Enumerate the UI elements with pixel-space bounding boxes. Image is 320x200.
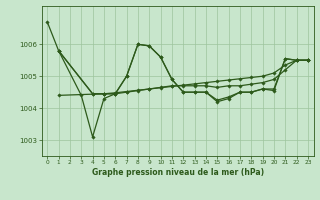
X-axis label: Graphe pression niveau de la mer (hPa): Graphe pression niveau de la mer (hPa) [92,168,264,177]
